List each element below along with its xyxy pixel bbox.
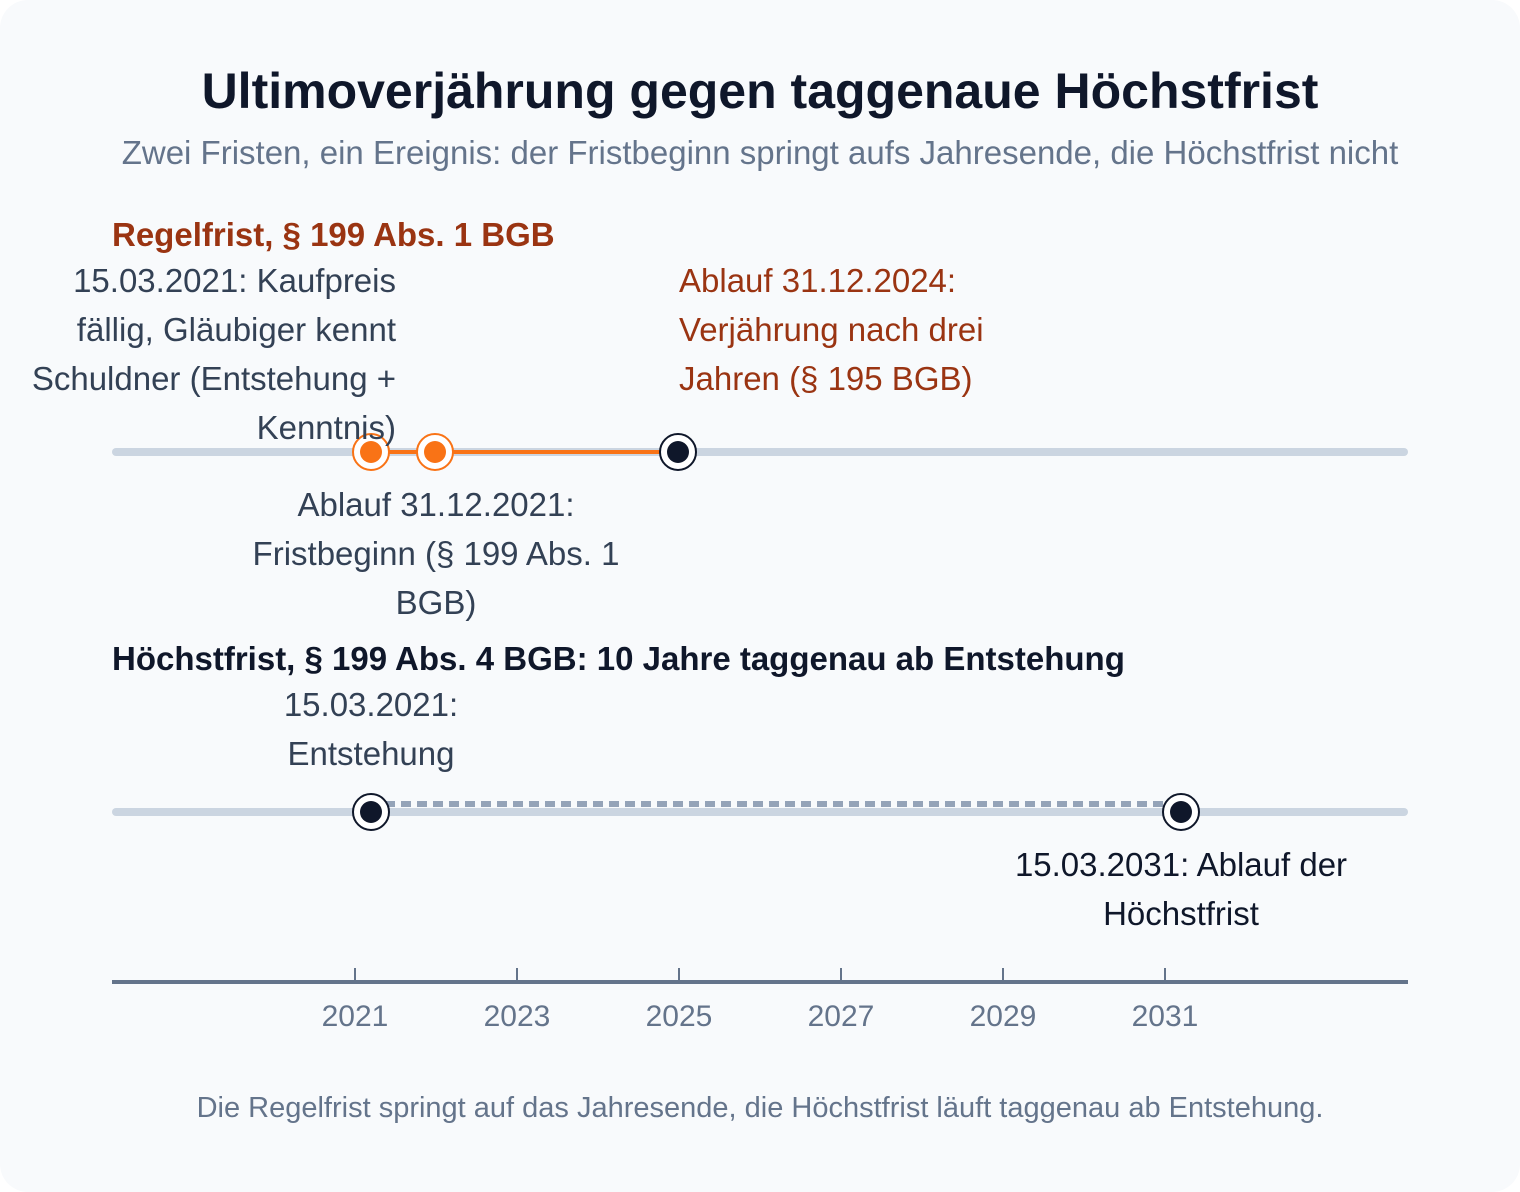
axis-tick-labels: 2021 2023 2025 2027 2029 2031	[322, 1000, 1199, 1033]
axis-tick-label-2025: 2025	[646, 1000, 713, 1033]
lane1-event-fristbeginn-label: Ablauf 31.12.2021: Fristbeginn (§ 199 Ab…	[252, 486, 620, 621]
diagram-footer: Die Regelfrist springt auf das Jahresend…	[196, 1092, 1324, 1124]
diagram-subtitle: Zwei Fristen, ein Ereignis: der Fristbeg…	[121, 134, 1399, 171]
marker-lane2-entstehung	[352, 793, 390, 831]
diagram-title: Ultimoverjährung gegen taggenaue Höchstf…	[201, 63, 1319, 119]
axis-tick-label-2031: 2031	[1132, 1000, 1199, 1033]
axis-tick-label-2027: 2027	[808, 1000, 875, 1033]
marker-lane1-entstehung	[352, 433, 390, 471]
axis-tick-label-2029: 2029	[970, 1000, 1037, 1033]
lane2-title: Höchstfrist, § 199 Abs. 4 BGB: 10 Jahre …	[112, 640, 1125, 677]
lane2-event-entstehung-label: 15.03.2021: Entstehung	[283, 686, 459, 772]
marker-lane1-fristbeginn	[416, 433, 454, 471]
axis-ticks	[354, 968, 1166, 982]
lane1-event-verjaehrung-label: Ablauf 31.12.2024: Verjährung nach drei …	[679, 262, 984, 397]
lane1-title: Regelfrist, § 199 Abs. 1 BGB	[112, 216, 555, 253]
axis-tick-label-2021: 2021	[322, 1000, 389, 1033]
lane1-event-entstehung-label: 15.03.2021: Kaufpreis fällig, Gläubiger …	[31, 262, 396, 446]
marker-lane2-ablauf	[1162, 793, 1200, 831]
marker-lane1-verjaehrung	[659, 433, 697, 471]
lane2-event-ablauf-label: 15.03.2031: Ablauf der Höchstfrist	[1014, 846, 1348, 932]
axis-tick-label-2023: 2023	[484, 1000, 551, 1033]
